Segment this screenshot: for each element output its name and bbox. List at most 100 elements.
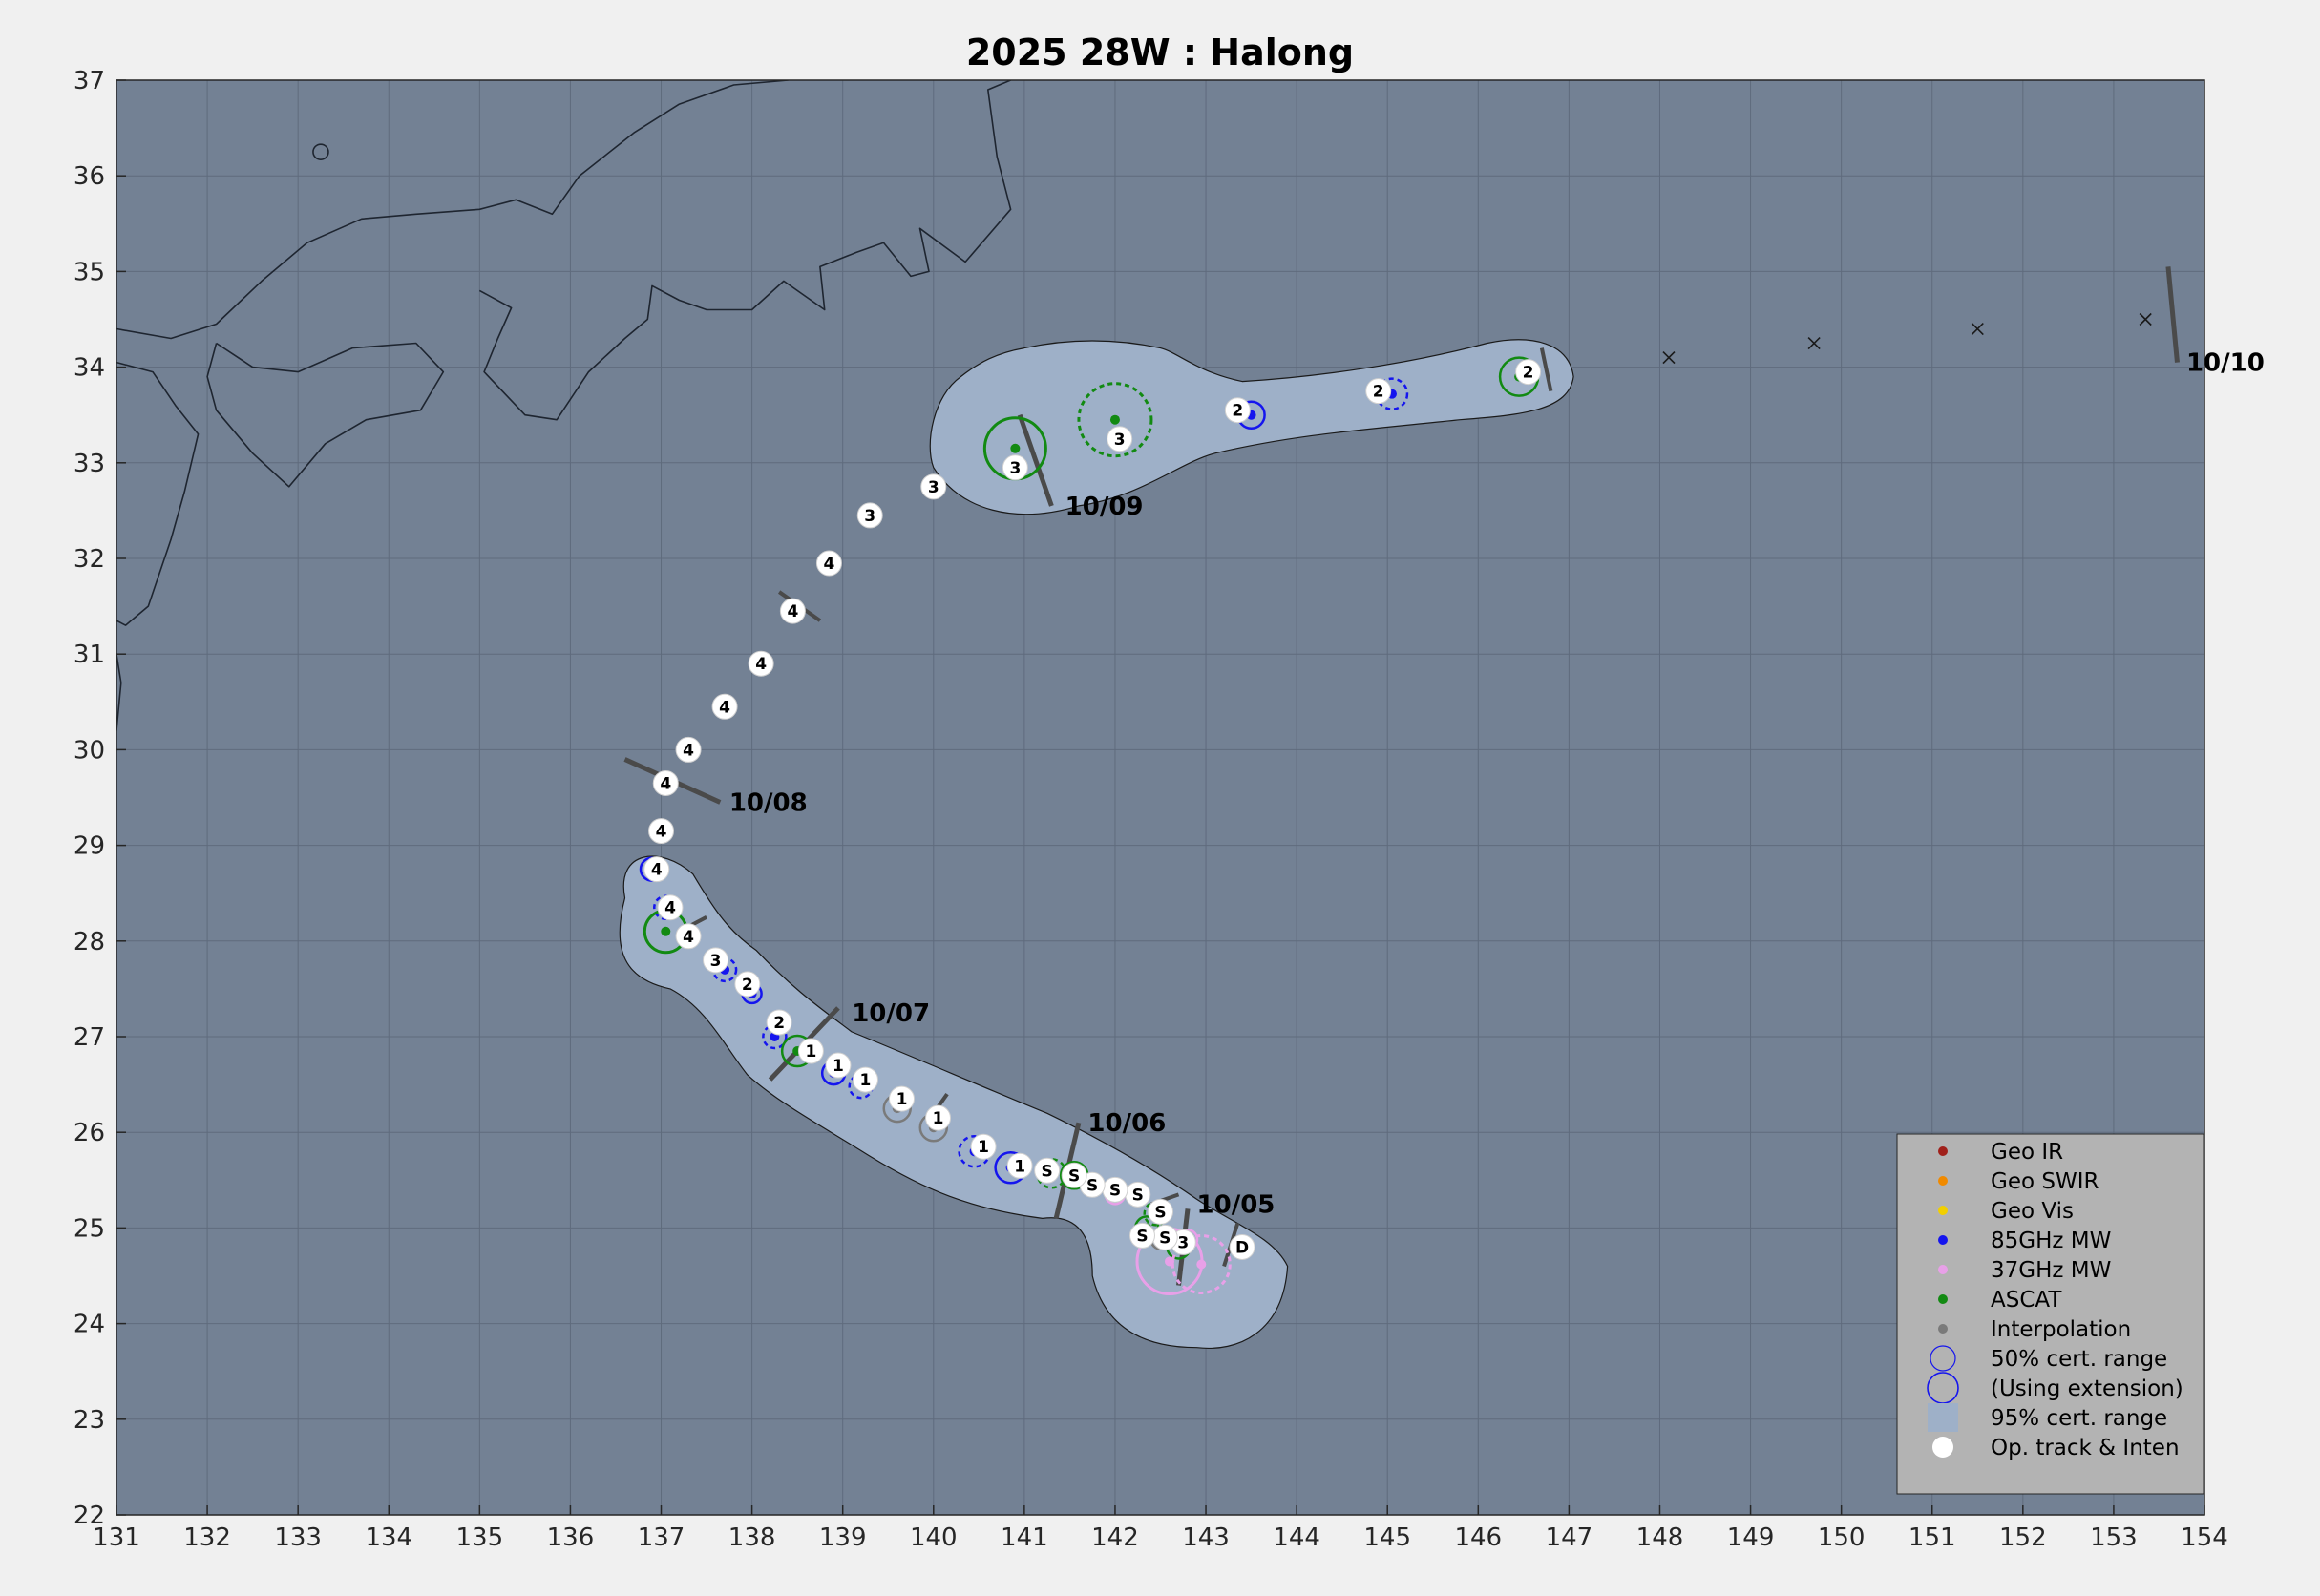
legend-symbol: [1938, 1176, 1948, 1186]
legend-symbol: [1938, 1235, 1948, 1245]
op-track-intensity: S: [1136, 1227, 1148, 1246]
op-track-intensity: 1: [933, 1109, 944, 1128]
op-track-intensity: S: [1159, 1228, 1171, 1248]
op-track-intensity: S: [1086, 1176, 1098, 1195]
op-track-intensity: 4: [683, 741, 694, 760]
y-tick-label: 29: [74, 832, 105, 861]
legend-label: 95% cert. range: [1991, 1406, 2167, 1431]
x-tick-label: 148: [1636, 1523, 1684, 1552]
y-tick-label: 23: [74, 1406, 105, 1435]
op-track-intensity: 2: [1373, 383, 1384, 402]
legend-label: 37GHz MW: [1991, 1258, 2111, 1283]
op-track-intensity: 3: [928, 478, 939, 497]
y-tick-label: 24: [74, 1311, 105, 1339]
op-track-intensity: 1: [896, 1090, 908, 1109]
op-track-intensity: 3: [864, 507, 875, 526]
date-label: 10/05: [1197, 1190, 1276, 1219]
op-track-intensity: 2: [742, 976, 753, 995]
date-label: 10/06: [1087, 1109, 1166, 1138]
op-track-intensity: 2: [773, 1014, 785, 1033]
fix-center-dot: [1196, 1259, 1206, 1269]
date-label: 10/08: [729, 789, 808, 818]
op-track-intensity: 4: [787, 602, 798, 621]
y-tick-label: 31: [74, 640, 105, 669]
y-tick-label: 30: [74, 736, 105, 765]
op-track-intensity: 1: [860, 1071, 872, 1090]
x-tick-label: 137: [638, 1523, 685, 1552]
op-track-intensity: S: [1042, 1162, 1053, 1181]
op-track-intensity: 4: [664, 899, 676, 918]
legend-label: Geo SWIR: [1991, 1169, 2099, 1194]
op-track-intensity: D: [1235, 1238, 1249, 1257]
x-tick-label: 152: [1999, 1523, 2047, 1552]
x-tick-label: 138: [728, 1523, 776, 1552]
op-track-intensity: 2: [1232, 402, 1243, 421]
legend-label: Op. track & Inten: [1991, 1436, 2180, 1460]
x-tick-label: 143: [1182, 1523, 1230, 1552]
y-tick-label: 32: [74, 545, 105, 574]
op-track-intensity: 1: [978, 1138, 989, 1157]
x-tick-label: 133: [274, 1523, 322, 1552]
y-tick-label: 27: [74, 1023, 105, 1052]
op-track-intensity: S: [1132, 1186, 1144, 1205]
legend-label: (Using extension): [1991, 1376, 2183, 1401]
op-track-intensity: 3: [1114, 430, 1126, 450]
op-track-intensity: 1: [833, 1057, 844, 1076]
legend-symbol: [1938, 1146, 1948, 1156]
legend-symbol: [1932, 1437, 1953, 1458]
op-track-intensity: S: [1154, 1203, 1166, 1222]
y-tick-label: 26: [74, 1119, 105, 1147]
legend-symbol: [1938, 1324, 1948, 1334]
x-tick-label: 142: [1091, 1523, 1139, 1552]
legend: Geo IRGeo SWIRGeo Vis85GHz MW37GHz MWASC…: [1897, 1134, 2204, 1494]
fix-center-dot: [661, 927, 670, 936]
x-tick-label: 132: [183, 1523, 231, 1552]
x-tick-label: 136: [547, 1523, 595, 1552]
op-track-intensity: 1: [805, 1042, 816, 1061]
op-track-intensity: 3: [1177, 1233, 1189, 1252]
x-tick-label: 135: [456, 1523, 504, 1552]
x-tick-label: 153: [2090, 1523, 2138, 1552]
x-tick-label: 145: [1363, 1523, 1411, 1552]
x-tick-label: 151: [1909, 1523, 1956, 1552]
y-tick-label: 33: [74, 450, 105, 478]
y-tick-label: 25: [74, 1214, 105, 1243]
op-track-intensity: 4: [755, 655, 767, 674]
legend-symbol: [1938, 1294, 1948, 1304]
op-track-intensity: 4: [660, 774, 671, 793]
y-tick-label: 34: [74, 354, 105, 383]
fix-center-dot: [1110, 415, 1120, 425]
date-label: 10/07: [852, 999, 930, 1028]
op-track-intensity: S: [1068, 1166, 1080, 1186]
legend-label: ASCAT: [1991, 1288, 2062, 1312]
op-track-intensity: 3: [710, 952, 722, 971]
y-tick-label: 28: [74, 928, 105, 956]
legend-label: 50% cert. range: [1991, 1347, 2167, 1372]
legend-symbol: [1938, 1265, 1948, 1274]
x-tick-label: 141: [1001, 1523, 1048, 1552]
legend-label: Geo Vis: [1991, 1199, 2074, 1224]
fix-center-dot: [1010, 444, 1020, 453]
op-track-intensity: 4: [824, 555, 835, 574]
legend-label: Interpolation: [1991, 1317, 2131, 1342]
x-tick-label: 140: [910, 1523, 958, 1552]
map-title: 2025 28W : Halong: [966, 32, 1354, 74]
op-track-intensity: 4: [656, 823, 667, 842]
legend-symbol: [1938, 1206, 1948, 1215]
date-label: 10/09: [1065, 493, 1144, 521]
legend-label: Geo IR: [1991, 1140, 2063, 1165]
x-tick-label: 147: [1546, 1523, 1593, 1552]
y-tick-label: 22: [74, 1502, 105, 1530]
op-track-intensity: 2: [1523, 364, 1534, 383]
y-tick-label: 37: [74, 67, 105, 95]
x-tick-label: 150: [1818, 1523, 1866, 1552]
y-tick-label: 35: [74, 258, 105, 286]
x-tick-label: 134: [365, 1523, 412, 1552]
legend-symbol: [1928, 1403, 1958, 1432]
op-track-intensity: S: [1109, 1181, 1121, 1200]
op-track-intensity: 3: [1009, 459, 1021, 478]
x-tick-label: 144: [1273, 1523, 1320, 1552]
date-label: 10/10: [2186, 349, 2265, 378]
x-tick-label: 146: [1454, 1523, 1502, 1552]
x-tick-label: 149: [1727, 1523, 1775, 1552]
